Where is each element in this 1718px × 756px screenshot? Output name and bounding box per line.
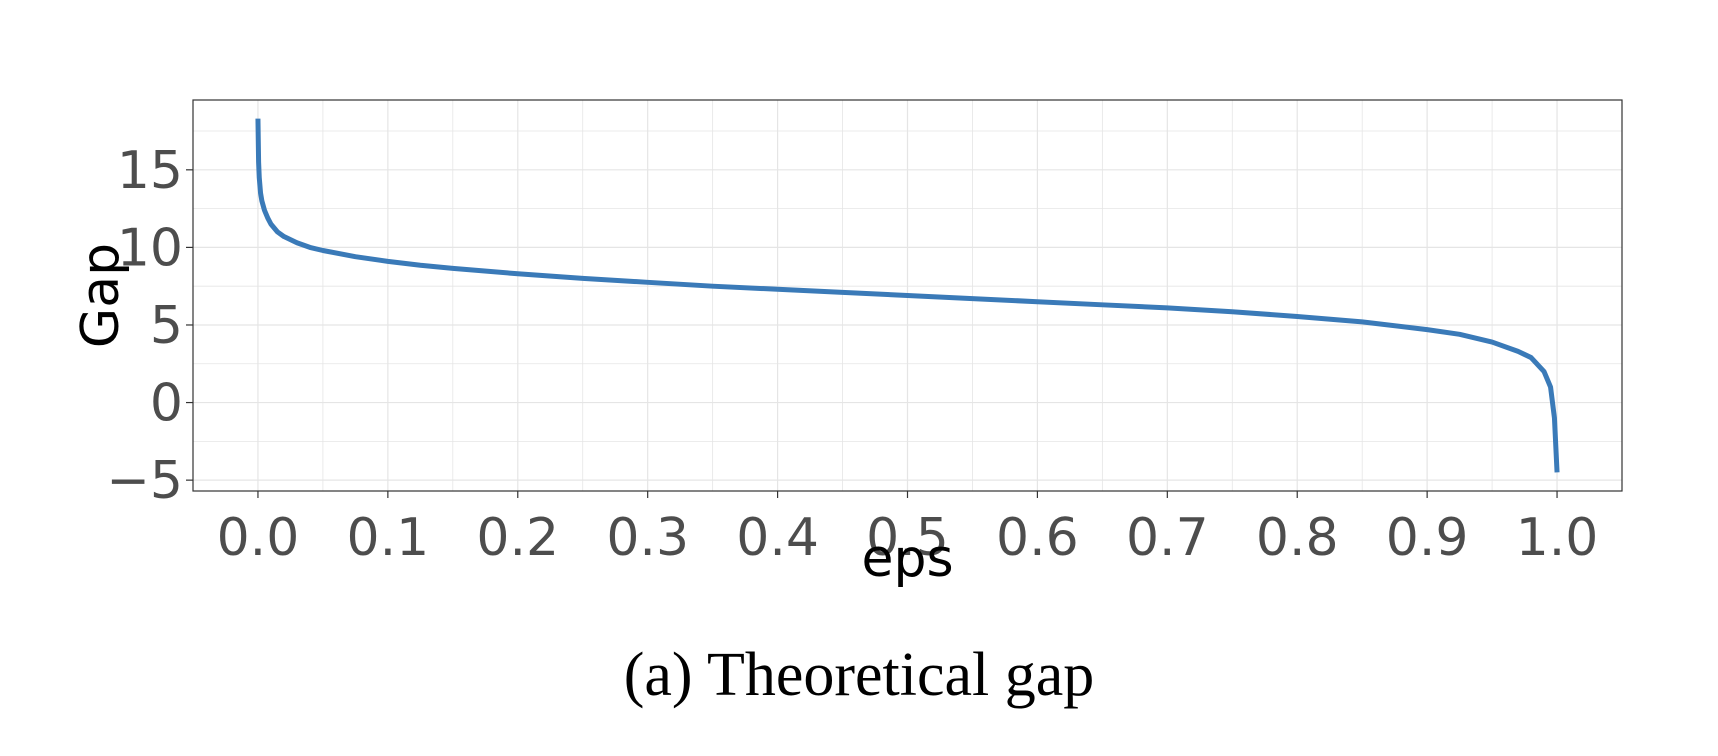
chart: 0.0 0.1 0.2 0.3 0.4 0.5 0.6 0.7 0.8 0.9 1.0 −5 0 5 10 1…: [71, 99, 1623, 589]
tick-labels: 0.0 0.1 0.2 0.3 0.4 0.5 0.6 0.7 0.8 0.9 1.0 −5 0 5 10 1…: [106, 141, 1598, 568]
x-tick-label: 0.0: [217, 508, 300, 568]
x-tick-label: 1.0: [1516, 508, 1599, 568]
x-tick-label: 0.3: [606, 508, 689, 568]
x-tick-label: 0.4: [736, 508, 819, 568]
axis-ticks: [186, 169, 1558, 498]
y-tick-label: 5: [150, 296, 183, 356]
grid-lines: [193, 100, 1622, 491]
series-line: [255, 118, 1560, 473]
x-tick-label: 0.6: [996, 508, 1079, 568]
y-tick-label: 15: [117, 141, 183, 201]
x-tick-label: 0.5: [866, 508, 949, 568]
y-tick-label: −5: [106, 451, 183, 511]
x-axis-title: eps: [861, 529, 953, 589]
x-tick-label: 0.9: [1386, 508, 1469, 568]
figure-caption: (a) Theoretical gap: [623, 641, 1095, 709]
x-tick-label: 0.8: [1256, 508, 1339, 568]
y-tick-label: 0: [150, 374, 183, 434]
x-tick-label: 0.7: [1126, 508, 1209, 568]
y-axis-title: Gap: [71, 243, 131, 348]
x-tick-label: 0.2: [476, 508, 559, 568]
y-tick-label: 10: [117, 218, 183, 278]
series-line-layer: [255, 118, 1560, 473]
x-tick-label: 0.1: [347, 508, 430, 568]
